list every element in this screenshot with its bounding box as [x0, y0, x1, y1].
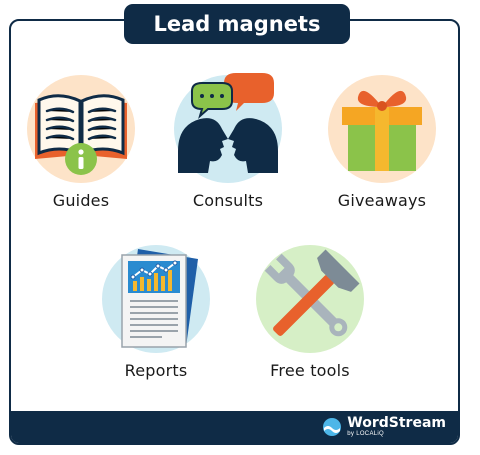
wave-logo-icon [323, 417, 342, 436]
lead-magnets-card: Guides Consults Giveaways [9, 19, 460, 445]
item-label-consults: Consults [192, 191, 264, 210]
footer-bar: WordStream by LOCALiQ [11, 411, 458, 443]
brand-sub: by LOCALiQ [347, 431, 384, 437]
item-consults: Consults [158, 73, 298, 210]
item-free-tools: Free tools [240, 243, 380, 380]
page-title: Lead magnets [124, 4, 350, 44]
wordstream-logo: WordStream by LOCALiQ [322, 416, 446, 437]
item-giveaways: Giveaways [312, 73, 452, 210]
item-label-free-tools: Free tools [270, 361, 350, 380]
item-label-giveaways: Giveaways [337, 191, 427, 210]
consult-heads-icon [174, 73, 282, 183]
book-info-icon [27, 75, 135, 183]
item-reports: Reports [86, 243, 226, 380]
hammer-wrench-icon [256, 245, 364, 353]
gift-box-icon [328, 75, 436, 183]
brand-name: WordStream [347, 415, 446, 431]
report-chart-icon [102, 245, 210, 353]
item-label-guides: Guides [52, 191, 110, 210]
item-guides: Guides [11, 73, 151, 210]
item-label-reports: Reports [124, 361, 188, 380]
